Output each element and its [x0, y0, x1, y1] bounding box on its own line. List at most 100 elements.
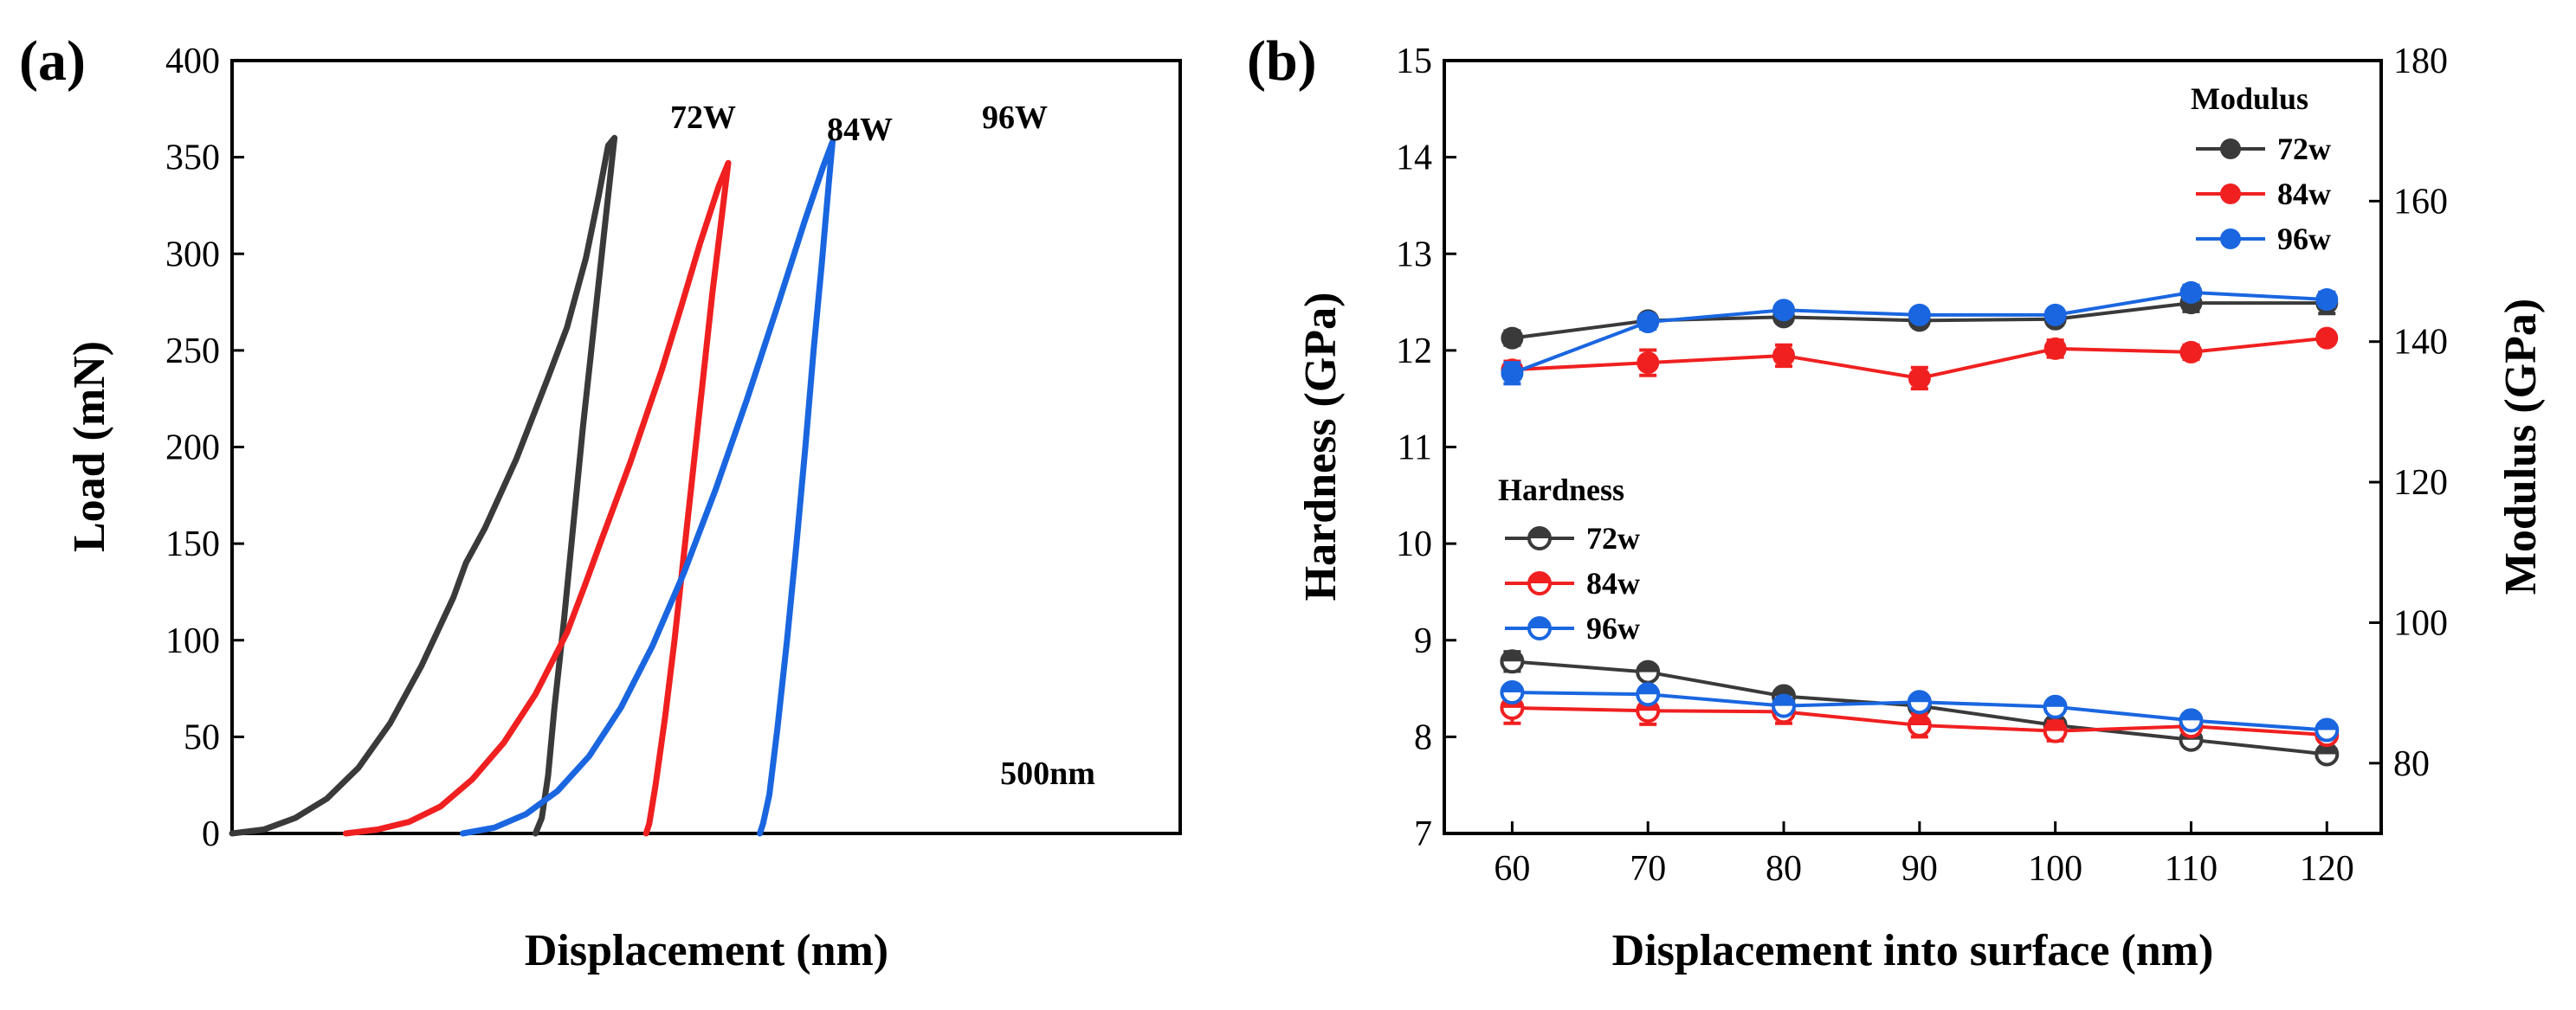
- panel-a-y-tick-label: 100: [165, 621, 220, 661]
- hardness-point-fill-96w: [1637, 684, 1659, 695]
- panel-b-right-y-axis-title: Modulus (GPa): [2496, 299, 2546, 595]
- legend-marker-fill: [1529, 528, 1550, 538]
- panel-a-y-ticks: 0 50 100 150 200 250 300 350 400: [165, 42, 244, 854]
- curve-72W: [229, 134, 618, 837]
- modulus-point-96w: [2043, 303, 2067, 326]
- hardness-point-fill-72w: [1501, 651, 1523, 662]
- legend-hardness-entry-84w: [1505, 571, 1574, 595]
- panel-b-left-tick-label: 14: [1396, 138, 1432, 178]
- panel-b-label: (b): [1247, 29, 1317, 93]
- panel-b-x-tick-label: 80: [1766, 849, 1802, 889]
- panel-b-left-y-axis-title: Hardness (GPa): [1296, 293, 1346, 601]
- panel-b-left-tick-label: 7: [1414, 814, 1432, 854]
- panel-a-curves: [229, 134, 836, 837]
- panel-a-y-tick-label: 0: [202, 814, 220, 854]
- panel-b-x-ticks: 60 70 80 90 100 110 120: [1494, 821, 2354, 889]
- legend-modulus-label-72w: 72w: [2277, 132, 2331, 166]
- panel-a-label: (a): [19, 29, 86, 93]
- panel-a-y-tick-label: 350: [165, 138, 220, 178]
- hardness-point-fill-84w: [1908, 714, 1930, 725]
- curve-label-96W: 96W: [982, 100, 1048, 136]
- panel-a-y-axis-title: Load (mN): [65, 341, 114, 552]
- panel-b-right-tick-label: 140: [2393, 323, 2448, 363]
- panel-b-right-y-ticks: 80 100 120 140 160 180: [2369, 42, 2448, 784]
- panel-b-right-tick-label: 120: [2393, 463, 2448, 503]
- panel-a-frame: [230, 59, 1182, 835]
- modulus-point-96w: [1908, 303, 1931, 326]
- modulus-point-84w: [1772, 344, 1796, 367]
- modulus-point-84w: [2179, 340, 2203, 363]
- curve-96W: [459, 138, 836, 837]
- modulus-point-84w: [1637, 351, 1660, 375]
- panel-a-y-tick-label: 300: [165, 235, 220, 274]
- legend-hardness-label-96w: 96w: [1586, 611, 1640, 646]
- legend-modulus: Modulus 72w 84w 96w: [2191, 81, 2331, 256]
- hardness-point-fill-96w: [1501, 682, 1523, 693]
- legend-marker: [2220, 183, 2241, 204]
- modulus-point-72w: [1501, 326, 1524, 350]
- modulus-point-96w: [1772, 299, 1796, 322]
- hardness-point-fill-72w: [2316, 743, 2338, 755]
- scale-annotation: 500nm: [1000, 756, 1095, 792]
- hardness-point-fill-96w: [2316, 719, 2338, 730]
- modulus-point-96w: [2315, 288, 2339, 312]
- legend-modulus-entry-84w: [2196, 183, 2265, 204]
- modulus-point-96w: [1501, 362, 1524, 385]
- legend-marker: [2220, 228, 2241, 249]
- panel-b-x-tick-label: 90: [1901, 849, 1938, 889]
- legend-modulus-label-84w: 84w: [2277, 177, 2331, 211]
- panel-b-x-tick-label: 70: [1630, 849, 1666, 889]
- panel-b-x-tick-label: 110: [2165, 849, 2218, 889]
- modulus-point-84w: [1908, 366, 1931, 389]
- legend-marker-fill: [1529, 618, 1550, 628]
- curve-84W: [342, 159, 732, 837]
- legend-hardness-label-84w: 84w: [1586, 566, 1640, 601]
- legend-marker-fill: [1529, 573, 1550, 583]
- panel-b-right-tick-label: 160: [2393, 182, 2448, 222]
- panel-a-x-axis-title: Displacement (nm): [525, 926, 888, 975]
- modulus-point-96w: [1637, 310, 1660, 333]
- panel-b-x-tick-label: 60: [1494, 849, 1530, 889]
- panel-b: (b) 7 8 9 10 11 12 13 14 15 80 100 120 140 160 180 60…: [1247, 29, 2546, 975]
- panel-b-x-tick-label: 100: [2028, 849, 2082, 889]
- panel-b-left-tick-label: 9: [1414, 621, 1432, 661]
- panel-a: (a) 0 50 100 150 200 250 300 350 400 72W 84W 96W…: [19, 29, 1182, 975]
- legend-hardness-entry-72w: [1505, 526, 1574, 550]
- modulus-point-96w: [2179, 280, 2203, 304]
- panel-a-y-tick-label: 200: [165, 428, 220, 468]
- legend-hardness-label-72w: 72w: [1586, 521, 1640, 556]
- panel-a-y-tick-label: 250: [165, 331, 220, 371]
- curve-label-72W: 72W: [670, 100, 736, 136]
- hardness-point-fill-84w: [2044, 720, 2066, 731]
- panel-b-right-tick-label: 100: [2393, 603, 2448, 643]
- panel-b-right-tick-label: 180: [2393, 42, 2448, 81]
- panel-b-series: [1500, 280, 2340, 767]
- hardness-point-fill-96w: [1773, 695, 1795, 706]
- legend-hardness-title: Hardness: [1498, 473, 1624, 507]
- panel-a-y-tick-label: 400: [165, 42, 220, 81]
- legend-marker: [2220, 138, 2241, 159]
- hardness-point-fill-96w: [2180, 710, 2202, 721]
- panel-b-left-tick-label: 15: [1396, 42, 1432, 81]
- panel-b-x-tick-label: 120: [2300, 849, 2354, 889]
- legend-hardness-entry-96w: [1505, 616, 1574, 640]
- panel-b-left-y-ticks: 7 8 9 10 11 12 13 14 15: [1396, 42, 1456, 854]
- hardness-point-fill-96w: [1908, 692, 1930, 703]
- panel-a-y-tick-label: 150: [165, 524, 220, 564]
- legend-modulus-entry-96w: [2196, 228, 2265, 249]
- panel-b-left-tick-label: 10: [1396, 524, 1432, 564]
- panel-a-y-tick-label: 50: [184, 717, 220, 757]
- panel-b-left-tick-label: 13: [1396, 235, 1432, 274]
- legend-hardness: Hardness 72w 84w 96w: [1498, 473, 1640, 646]
- curve-label-84W: 84W: [827, 112, 893, 148]
- legend-modulus-title: Modulus: [2191, 81, 2308, 116]
- modulus-point-84w: [2043, 337, 2067, 360]
- panel-b-left-tick-label: 12: [1396, 331, 1432, 371]
- legend-modulus-label-96w: 96w: [2277, 222, 2331, 256]
- hardness-point-fill-72w: [1773, 685, 1795, 697]
- hardness-point-fill-96w: [2044, 696, 2066, 707]
- panel-b-left-tick-label: 11: [1398, 428, 1432, 468]
- panel-b-right-tick-label: 80: [2393, 744, 2430, 784]
- panel-b-left-tick-label: 8: [1414, 717, 1432, 757]
